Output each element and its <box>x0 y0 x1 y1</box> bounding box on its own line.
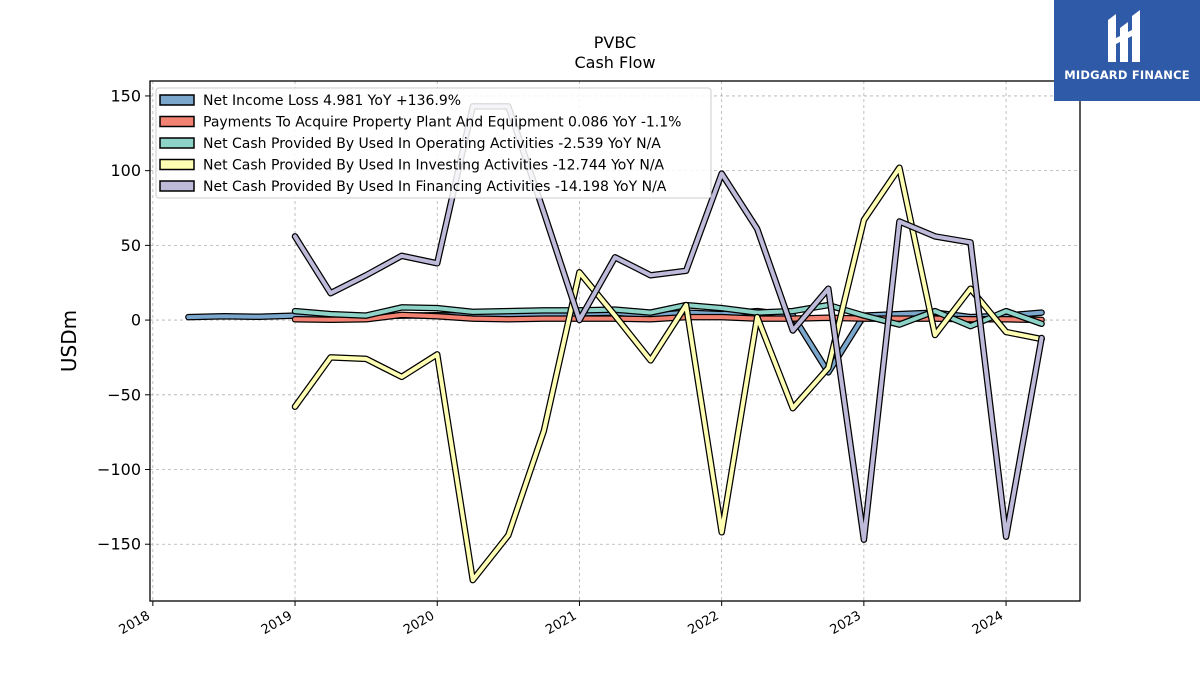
midgard-logo: MIDGARD FINANCE <box>1054 0 1200 101</box>
legend-swatch <box>159 115 195 128</box>
series-line-net-cash-provided-by-used-in-investing-activities <box>293 165 1044 583</box>
legend-entry: Payments To Acquire Property Plant And E… <box>203 115 681 131</box>
legend-entry: Net Income Loss 4.981 YoY +136.9% <box>203 93 461 109</box>
legend-entry: Net Cash Provided By Used In Financing A… <box>203 179 667 195</box>
y-tick-label: 0 <box>131 311 141 330</box>
chart-title: PVBC <box>594 33 636 52</box>
x-tick-label: 2019 <box>259 608 295 638</box>
midgard-logo-icon <box>1108 10 1140 62</box>
legend-swatch <box>159 158 195 171</box>
y-tick-label: −50 <box>107 385 141 404</box>
legend: Net Income Loss 4.981 YoY +136.9% Payment… <box>155 87 712 199</box>
series-line-net-cash-provided-by-used-in-operating-activities <box>293 303 1044 329</box>
x-tick-label: 2021 <box>543 608 579 638</box>
legend-box <box>155 87 712 199</box>
y-axis-ticks: 150 100 50 0 −50 −100 −150 <box>97 86 150 554</box>
x-tick-label: 2023 <box>828 608 864 638</box>
y-tick-label: 100 <box>110 161 141 180</box>
plot-frame <box>149 80 1081 602</box>
x-tick-label: 2024 <box>970 608 1006 638</box>
chart-subtitle: Cash Flow <box>574 53 655 72</box>
series-lines <box>185 103 1045 584</box>
x-tick-label: 2022 <box>685 608 721 638</box>
y-tick-label: −150 <box>97 535 141 554</box>
x-tick-label: 2020 <box>401 608 437 638</box>
legend-swatch <box>159 137 195 149</box>
legend-swatch <box>159 94 195 106</box>
x-tick-label: 2018 <box>117 608 153 638</box>
y-axis-label: USDm <box>57 310 81 372</box>
y-tick-label: 150 <box>110 86 141 105</box>
legend-entry: Net Cash Provided By Used In Operating A… <box>203 136 661 152</box>
y-tick-label: −100 <box>97 460 141 479</box>
y-tick-label: 50 <box>121 236 141 255</box>
legend-entry: Net Cash Provided By Used In Investing A… <box>203 158 665 174</box>
x-axis-ticks: 2018 2019 2020 2021 2022 2023 2024 <box>117 601 1007 638</box>
brand-name: MIDGARD FINANCE <box>1064 68 1190 82</box>
series-line-net-cash-provided-by-used-in-financing-activities <box>293 104 1044 542</box>
legend-swatch <box>159 180 195 192</box>
